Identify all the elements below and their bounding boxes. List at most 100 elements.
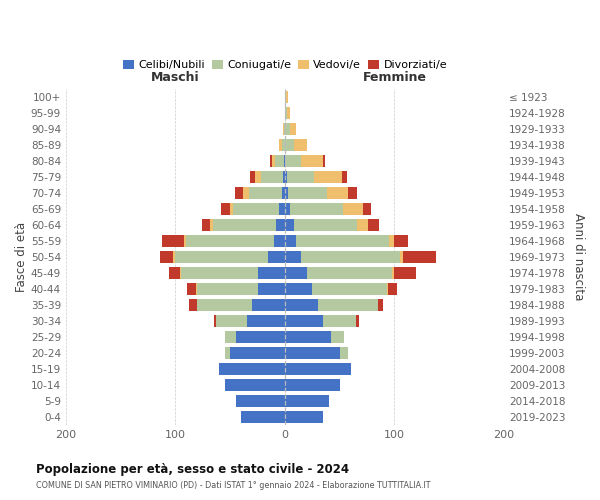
Bar <box>285 283 312 295</box>
Bar <box>285 123 290 135</box>
Bar <box>230 347 285 359</box>
Y-axis label: Fasce di età: Fasce di età <box>15 222 28 292</box>
Bar <box>249 187 281 199</box>
Bar <box>280 203 285 215</box>
Bar <box>285 139 293 151</box>
Bar <box>394 235 407 247</box>
Bar <box>301 155 323 167</box>
Bar <box>331 331 344 343</box>
Bar <box>283 123 284 135</box>
Bar <box>323 315 356 327</box>
Bar <box>287 106 290 119</box>
Bar <box>272 155 275 167</box>
Bar <box>285 155 301 167</box>
Bar <box>274 235 285 247</box>
Bar <box>285 106 287 119</box>
Bar <box>389 235 394 247</box>
Bar <box>285 299 318 311</box>
Bar <box>214 315 216 327</box>
Bar <box>314 171 342 183</box>
Bar <box>286 90 288 102</box>
Bar <box>261 171 283 183</box>
Bar <box>388 283 397 295</box>
Bar <box>301 251 400 263</box>
Bar <box>224 379 285 391</box>
Legend: Celibi/Nubili, Coniugati/e, Vedovi/e, Divorziati/e: Celibi/Nubili, Coniugati/e, Vedovi/e, Di… <box>118 56 452 75</box>
Bar <box>284 155 285 167</box>
Bar <box>285 267 307 279</box>
Bar <box>281 139 285 151</box>
Bar <box>343 203 362 215</box>
Bar <box>400 251 403 263</box>
Bar <box>357 219 368 231</box>
Bar <box>285 203 290 215</box>
Bar <box>356 315 359 327</box>
Bar <box>378 299 383 311</box>
Bar <box>285 395 329 407</box>
Bar <box>285 219 293 231</box>
Bar <box>285 331 331 343</box>
Bar <box>212 219 276 231</box>
Bar <box>394 267 416 279</box>
Bar <box>276 219 285 231</box>
Bar <box>235 187 244 199</box>
Bar <box>318 299 378 311</box>
Bar <box>219 363 285 375</box>
Bar <box>323 155 325 167</box>
Bar <box>285 187 288 199</box>
Bar <box>307 267 392 279</box>
Bar <box>197 299 252 311</box>
Bar <box>169 267 180 279</box>
Bar <box>244 187 249 199</box>
Text: Popolazione per età, sesso e stato civile - 2024: Popolazione per età, sesso e stato civil… <box>36 462 349 475</box>
Bar <box>290 123 296 135</box>
Bar <box>285 411 323 423</box>
Bar <box>173 251 175 263</box>
Bar <box>216 315 247 327</box>
Bar <box>285 90 286 102</box>
Text: COMUNE DI SAN PIETRO VIMINARIO (PD) - Dati ISTAT 1° gennaio 2024 - Elaborazione : COMUNE DI SAN PIETRO VIMINARIO (PD) - Da… <box>36 481 431 490</box>
Bar <box>340 347 349 359</box>
Bar <box>326 187 349 199</box>
Bar <box>233 203 280 215</box>
Bar <box>288 187 326 199</box>
Bar <box>241 411 285 423</box>
Bar <box>180 267 181 279</box>
Bar <box>293 219 357 231</box>
Bar <box>285 379 340 391</box>
Bar <box>283 171 285 183</box>
Bar <box>281 187 285 199</box>
Bar <box>290 203 343 215</box>
Bar <box>250 171 256 183</box>
Bar <box>293 139 307 151</box>
Bar <box>224 347 230 359</box>
Bar <box>342 171 347 183</box>
Bar <box>285 171 287 183</box>
Bar <box>280 139 281 151</box>
Bar <box>252 299 285 311</box>
Bar <box>287 171 314 183</box>
Bar <box>268 251 285 263</box>
Bar <box>224 331 236 343</box>
Text: Maschi: Maschi <box>151 71 200 84</box>
Bar <box>285 315 323 327</box>
Bar <box>196 283 197 295</box>
Bar <box>175 251 268 263</box>
Bar <box>160 251 173 263</box>
Bar <box>181 267 257 279</box>
Bar <box>285 363 350 375</box>
Bar <box>236 395 285 407</box>
Bar <box>257 283 285 295</box>
Bar <box>403 251 436 263</box>
Bar <box>187 235 274 247</box>
Text: Femmine: Femmine <box>362 71 427 84</box>
Bar <box>285 251 301 263</box>
Bar <box>162 235 184 247</box>
Bar <box>296 235 389 247</box>
Bar <box>197 283 257 295</box>
Bar <box>269 155 272 167</box>
Bar <box>284 123 285 135</box>
Bar <box>187 283 196 295</box>
Bar <box>247 315 285 327</box>
Y-axis label: Anni di nascita: Anni di nascita <box>572 213 585 300</box>
